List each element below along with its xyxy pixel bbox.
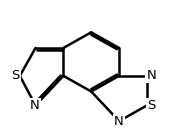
Text: S: S: [147, 99, 155, 112]
Text: N: N: [146, 69, 156, 82]
Text: N: N: [30, 99, 40, 112]
Text: S: S: [11, 69, 20, 82]
Text: N: N: [114, 115, 124, 128]
